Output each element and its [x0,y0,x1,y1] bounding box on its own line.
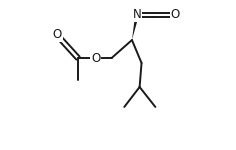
Text: N: N [133,9,141,21]
Text: O: O [171,9,180,21]
Text: O: O [52,28,62,41]
Polygon shape [132,15,139,40]
Text: O: O [91,52,101,64]
